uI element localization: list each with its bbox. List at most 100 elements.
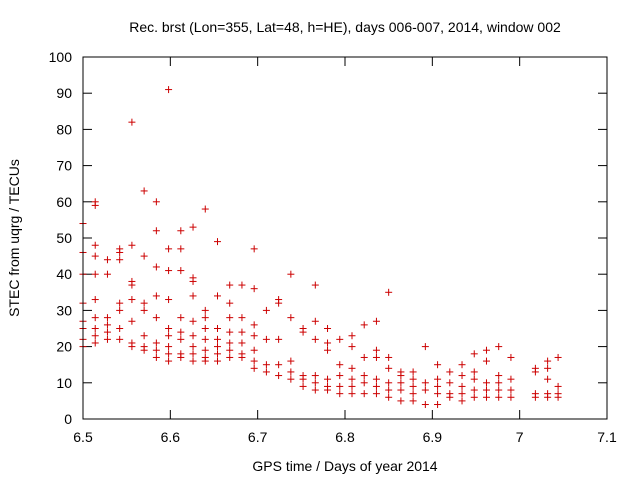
data-point — [165, 343, 173, 351]
data-point — [421, 379, 429, 387]
data-point — [238, 350, 246, 358]
data-point — [372, 390, 380, 398]
data-point — [544, 357, 552, 365]
y-axis-label: STEC from uqrg / TECUs — [6, 159, 22, 317]
data-point — [250, 346, 258, 354]
data-point — [299, 382, 307, 390]
data-point — [165, 296, 173, 304]
data-point — [482, 379, 490, 387]
data-point — [446, 368, 454, 376]
data-point — [226, 299, 234, 307]
data-point — [482, 386, 490, 394]
data-point — [311, 386, 319, 394]
data-point — [275, 372, 283, 380]
data-point — [103, 328, 111, 336]
data-point — [348, 382, 356, 390]
data-point — [372, 382, 380, 390]
data-point — [544, 390, 552, 398]
data-point — [311, 379, 319, 387]
data-point — [409, 375, 417, 383]
data-point — [409, 390, 417, 398]
data-point — [140, 343, 148, 351]
data-point — [165, 357, 173, 365]
data-point — [238, 281, 246, 289]
x-tick-label: 6.5 — [73, 429, 93, 445]
data-point — [201, 325, 209, 332]
data-point — [189, 292, 197, 300]
data-point — [287, 270, 295, 278]
data-point — [177, 314, 185, 322]
data-point — [152, 263, 160, 271]
data-point — [165, 325, 173, 332]
data-point — [250, 321, 258, 329]
data-point — [152, 339, 160, 347]
data-point — [189, 343, 197, 351]
data-point — [250, 285, 258, 293]
data-point — [152, 346, 160, 354]
data-point — [189, 317, 197, 325]
data-point — [434, 401, 442, 409]
data-point — [554, 382, 562, 390]
data-point — [470, 350, 478, 358]
data-point — [165, 332, 173, 340]
data-point — [91, 252, 99, 260]
data-point — [336, 372, 344, 380]
x-tick-label: 7.1 — [597, 429, 617, 445]
data-point — [495, 393, 503, 401]
data-point — [177, 267, 185, 275]
data-point — [531, 364, 539, 372]
data-point — [287, 314, 295, 322]
x-tick-label: 7 — [516, 429, 524, 445]
data-point — [189, 332, 197, 340]
data-point — [177, 227, 185, 235]
data-point — [446, 390, 454, 398]
data-point — [250, 332, 258, 340]
data-point — [470, 393, 478, 401]
data-point — [262, 306, 270, 314]
data-point — [152, 353, 160, 361]
data-point — [128, 118, 136, 126]
data-point — [495, 343, 503, 351]
data-point — [470, 386, 478, 394]
data-point — [397, 397, 405, 405]
data-point — [458, 382, 466, 390]
data-point — [324, 339, 332, 347]
data-point — [128, 277, 136, 285]
data-point — [165, 267, 173, 275]
x-tick-label: 6.8 — [335, 429, 355, 445]
data-point — [262, 335, 270, 343]
data-point — [385, 379, 393, 387]
data-points — [79, 86, 562, 409]
data-point — [213, 292, 221, 300]
data-point — [507, 393, 515, 401]
data-point — [495, 386, 503, 394]
data-point — [103, 321, 111, 329]
data-point — [458, 397, 466, 405]
data-point — [213, 335, 221, 343]
x-tick-label: 6.7 — [248, 429, 268, 445]
data-point — [324, 382, 332, 390]
data-point — [226, 353, 234, 361]
data-point — [226, 314, 234, 322]
data-point — [348, 375, 356, 383]
y-tick-label: 100 — [49, 49, 73, 65]
data-point — [482, 346, 490, 354]
data-point — [128, 317, 136, 325]
data-point — [238, 328, 246, 336]
data-point — [348, 343, 356, 351]
x-tick-label: 6.9 — [423, 429, 443, 445]
data-point — [152, 314, 160, 322]
data-point — [360, 379, 368, 387]
data-point — [201, 205, 209, 213]
data-point — [238, 339, 246, 347]
data-point — [226, 346, 234, 354]
data-point — [103, 270, 111, 278]
data-point — [152, 292, 160, 300]
data-point — [201, 306, 209, 314]
data-point — [287, 368, 295, 376]
data-point — [336, 390, 344, 398]
data-point — [226, 339, 234, 347]
data-point — [458, 390, 466, 398]
data-point — [446, 379, 454, 387]
data-point — [409, 368, 417, 376]
